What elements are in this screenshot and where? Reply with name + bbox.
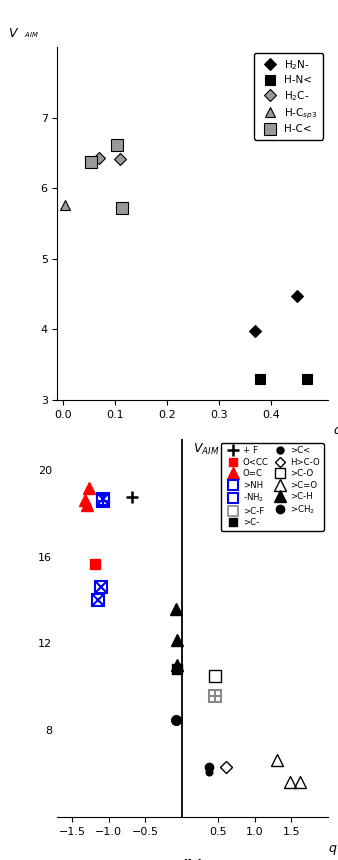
Legend: H$_2$N-, H-N<, H$_2$C-, H-C$_{sp3}$, H-C<: H$_2$N-, H-N<, H$_2$C-, H-C$_{sp3}$, H-C… xyxy=(254,52,323,139)
Text: $_{AIM}$: $_{AIM}$ xyxy=(24,30,39,40)
Text: 16: 16 xyxy=(38,552,52,562)
Text: 8: 8 xyxy=(45,726,52,735)
Text: $_{AIM}$: $_{AIM}$ xyxy=(337,842,338,851)
Text: 20: 20 xyxy=(38,466,52,476)
Text: $q$: $q$ xyxy=(328,844,337,857)
Text: (b): (b) xyxy=(182,858,204,860)
Text: $V$: $V$ xyxy=(8,28,20,40)
Text: 12: 12 xyxy=(38,639,52,649)
Text: $q$: $q$ xyxy=(333,425,338,439)
Legend: + F, O<CC, O=C, >NH, -NH$_2$, >C-F, >C-, >C<, H>C-O, >C-O, >C=O, >C-H, >CH$_2$, : + F, O<CC, O=C, >NH, -NH$_2$, >C-F, >C-,… xyxy=(221,443,323,531)
Text: (a): (a) xyxy=(182,445,204,460)
Text: $V_{AIM}$: $V_{AIM}$ xyxy=(193,442,219,458)
